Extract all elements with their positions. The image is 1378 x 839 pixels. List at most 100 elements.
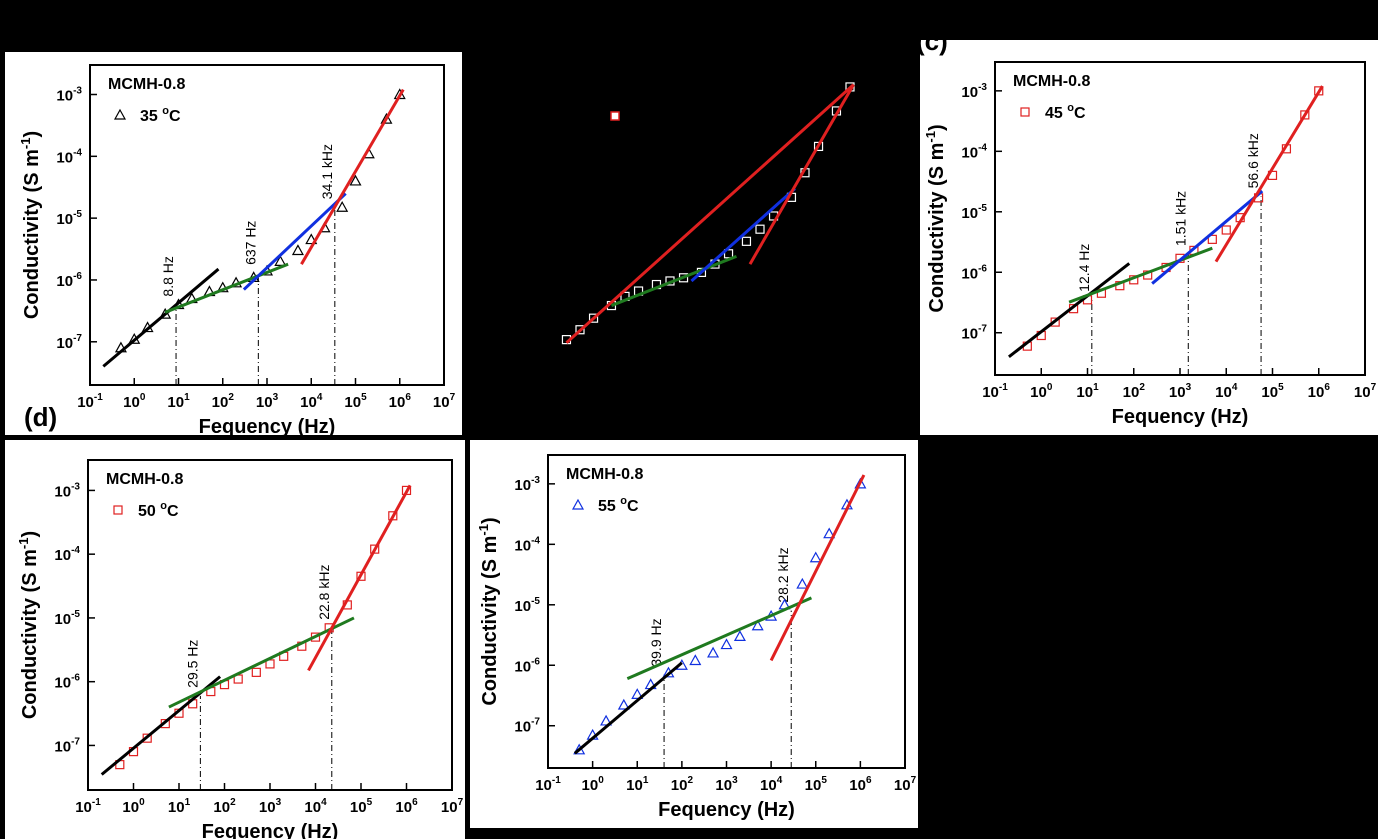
data-point <box>823 527 836 539</box>
tick-base: 10 <box>56 335 73 352</box>
tick-base: 10 <box>1354 384 1371 401</box>
tick-exponent: 1 <box>184 392 190 403</box>
y-label-part: ) <box>21 131 43 138</box>
tick-exponent: 7 <box>1371 382 1377 393</box>
tick-base: 10 <box>514 719 531 736</box>
tick-base: 10 <box>961 265 978 282</box>
tick-exponent: 0 <box>598 775 604 786</box>
data-point <box>1207 234 1217 244</box>
tick-base: 10 <box>441 799 458 816</box>
data-point <box>349 174 362 186</box>
tick-base: 10 <box>54 611 71 628</box>
tick-base: 10 <box>75 799 92 816</box>
tick-base: 10 <box>54 738 71 755</box>
x-tick-label: 106 <box>389 392 412 411</box>
tick-base: 10 <box>213 799 230 816</box>
data-point <box>1300 110 1310 120</box>
tick-exponent: -5 <box>73 209 82 220</box>
data-point <box>733 630 746 642</box>
tick-exponent: 1 <box>185 797 191 808</box>
tick-exponent: -6 <box>531 656 540 667</box>
y-tick-label: 10-4 <box>514 535 540 554</box>
x-tick-label: 100 <box>123 392 146 411</box>
tick-base: 10 <box>961 84 978 101</box>
x-tick-label: 104 <box>300 392 323 411</box>
tick-base: 10 <box>56 87 73 104</box>
data-point <box>796 577 809 589</box>
legend-marker <box>1020 107 1030 117</box>
legend-marker <box>113 108 127 120</box>
x-tick-label: 100 <box>122 797 145 816</box>
tick-exponent: -7 <box>531 717 540 728</box>
tick-exponent: -5 <box>978 203 987 214</box>
y-tick-label: 10-7 <box>56 333 82 352</box>
data-point <box>291 244 304 256</box>
x-tick-label: 103 <box>715 775 738 794</box>
x-tick-label: 105 <box>805 775 828 794</box>
crossover-label: 28.2 kHz <box>775 547 791 602</box>
panel-background <box>5 440 465 839</box>
tick-base: 10 <box>433 394 450 411</box>
tick-base: 10 <box>671 777 688 794</box>
fit-line <box>1151 189 1264 285</box>
x-tick-label: 10-1 <box>77 392 103 411</box>
tick-exponent: -3 <box>978 82 987 93</box>
x-axis-label: Fequency (Hz) <box>658 799 795 821</box>
tick-exponent: -5 <box>531 596 540 607</box>
y-tick-label: 10-5 <box>54 609 80 628</box>
y-tick-label: 10-6 <box>514 656 540 675</box>
tick-base: 10 <box>514 598 531 615</box>
tick-base: 10 <box>350 799 367 816</box>
x-tick-label: 10-1 <box>535 775 561 794</box>
y-tick-label: 10-6 <box>54 673 80 692</box>
data-point <box>380 112 393 124</box>
x-tick-label: 104 <box>760 775 783 794</box>
y-axis-label: Conductivity (S m-1) <box>476 517 501 705</box>
panel-label: (d) <box>24 402 57 432</box>
tick-exponent: -1 <box>94 392 103 403</box>
tick-exponent: 5 <box>821 775 827 786</box>
data-point <box>751 619 764 631</box>
crossover-label: 8.8 Hz <box>160 256 176 296</box>
tick-exponent: 4 <box>1232 382 1238 393</box>
tick-exponent: 6 <box>405 392 411 403</box>
tick-exponent: -7 <box>978 324 987 335</box>
tick-base: 10 <box>54 547 71 564</box>
y-tick-label: 10-5 <box>514 596 540 615</box>
x-tick-label: 107 <box>894 775 917 794</box>
x-tick-label: 102 <box>212 392 235 411</box>
x-axis-label: Fequency (Hz) <box>1112 406 1249 428</box>
x-axis-label: Fequency (Hz) <box>202 821 339 839</box>
y-tick-label: 10-6 <box>56 271 82 290</box>
tick-base: 10 <box>849 777 866 794</box>
tick-exponent: -6 <box>71 673 80 684</box>
panel-background <box>5 52 462 435</box>
tick-base: 10 <box>168 799 185 816</box>
legend-marker <box>610 111 620 121</box>
data-point <box>720 638 733 650</box>
x-tick-label: 107 <box>1354 382 1377 401</box>
tick-exponent: 0 <box>140 392 146 403</box>
x-tick-label: 103 <box>259 797 282 816</box>
x-tick-label: 107 <box>433 392 456 411</box>
legend-part: 50 <box>138 503 160 520</box>
y-label-part: -1 <box>16 538 31 550</box>
y-tick-label: 10-7 <box>961 324 987 343</box>
y-tick-label: 10-3 <box>514 475 540 494</box>
y-axis-label: Conductivity (S m-1) <box>16 531 41 719</box>
tick-base: 10 <box>760 777 777 794</box>
tick-exponent: 2 <box>228 392 234 403</box>
tick-exponent: 6 <box>412 797 418 808</box>
tick-exponent: 5 <box>1278 382 1284 393</box>
tick-base: 10 <box>123 394 140 411</box>
legend-marker <box>113 505 123 515</box>
tick-exponent: 5 <box>367 797 373 808</box>
data-point <box>741 236 752 246</box>
legend-part: o <box>160 500 167 512</box>
y-tick-label: 10-7 <box>514 717 540 736</box>
legend-part: 35 <box>140 108 162 125</box>
tick-base: 10 <box>389 394 406 411</box>
fit-line <box>769 474 866 662</box>
data-point <box>336 201 349 212</box>
y-label-part: Conductivity (S m <box>926 143 948 313</box>
